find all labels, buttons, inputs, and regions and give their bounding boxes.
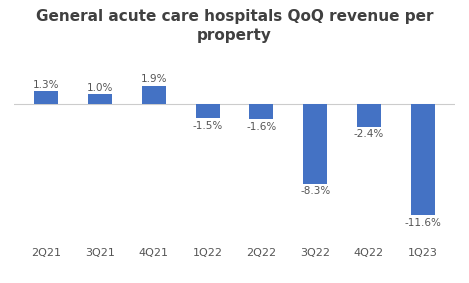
Bar — [142, 85, 166, 104]
Text: 1.0%: 1.0% — [87, 83, 113, 93]
Bar — [303, 104, 327, 184]
Text: 1.3%: 1.3% — [33, 80, 60, 90]
Text: -1.5%: -1.5% — [192, 121, 223, 131]
Text: -1.6%: -1.6% — [246, 122, 277, 132]
Bar — [357, 104, 381, 127]
Text: -2.4%: -2.4% — [354, 129, 384, 139]
Bar — [88, 94, 112, 104]
Text: -11.6%: -11.6% — [404, 218, 441, 228]
Title: General acute care hospitals QoQ revenue per
property: General acute care hospitals QoQ revenue… — [36, 9, 433, 43]
Bar — [250, 104, 273, 119]
Text: -8.3%: -8.3% — [300, 186, 330, 196]
Bar — [196, 104, 219, 118]
Bar — [34, 91, 59, 104]
Text: 1.9%: 1.9% — [141, 74, 167, 84]
Bar — [410, 104, 435, 215]
